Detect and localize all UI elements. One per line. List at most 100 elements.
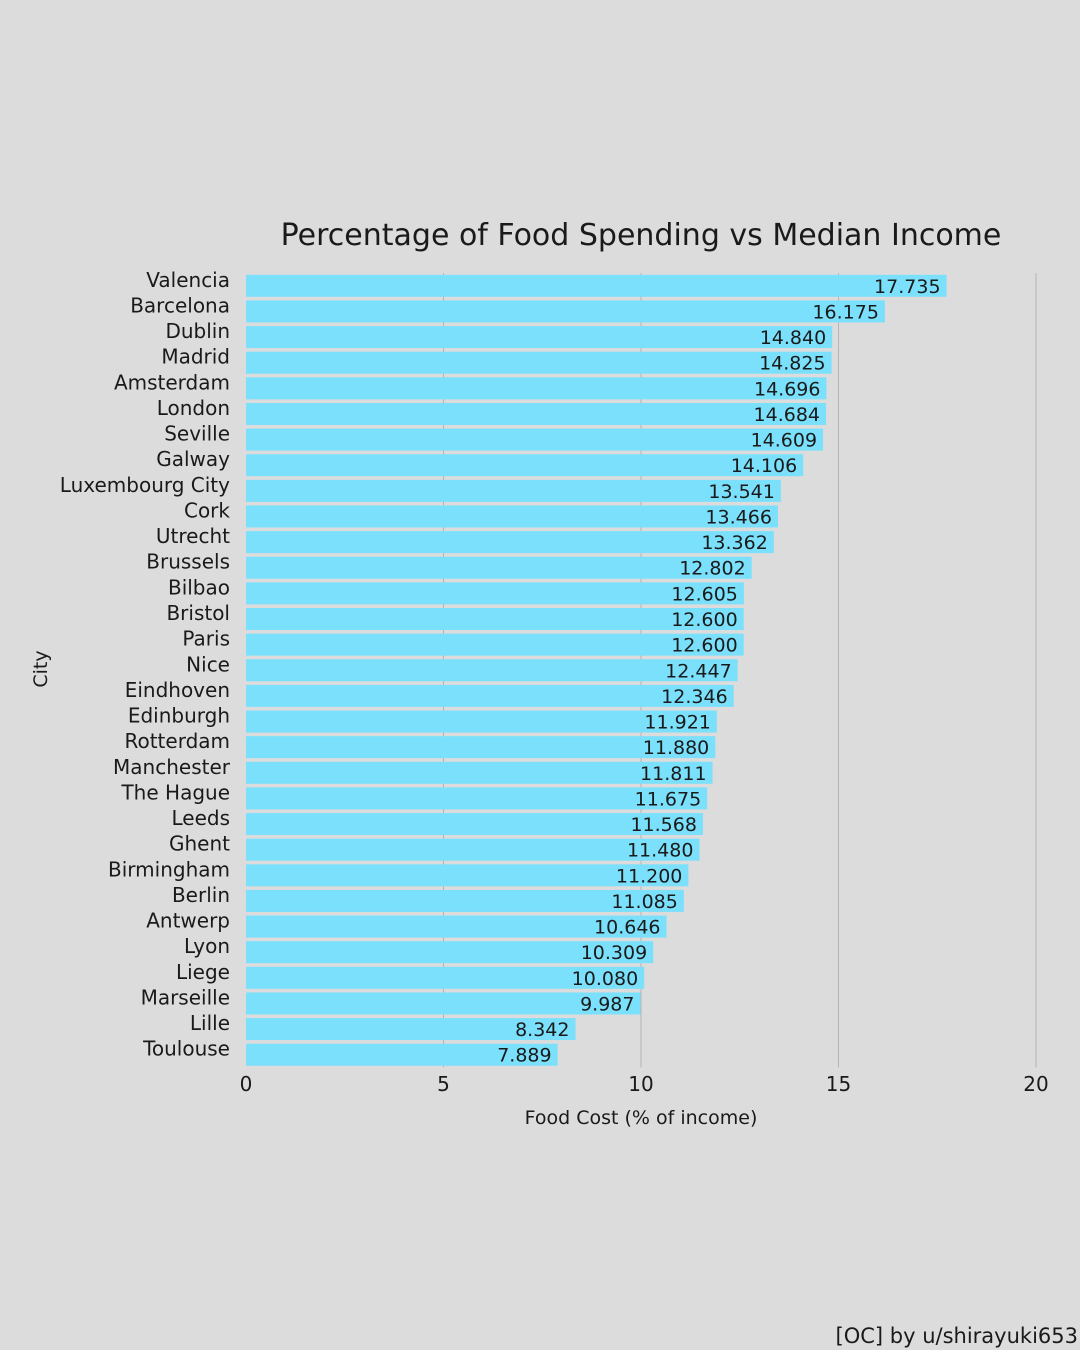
bar <box>246 761 713 784</box>
bar <box>246 479 781 502</box>
bar <box>246 582 744 605</box>
bar-value-label: 14.106 <box>731 455 797 477</box>
bar <box>246 915 667 938</box>
category-label: Lyon <box>184 934 230 958</box>
x-axis-label: Food Cost (% of income) <box>525 1107 758 1129</box>
category-label: The Hague <box>120 780 230 804</box>
category-label: Bristol <box>166 601 230 625</box>
bar-value-label: 11.811 <box>640 763 706 785</box>
category-label: Bilbao <box>168 575 230 599</box>
bar-value-label: 14.825 <box>759 353 825 375</box>
category-label: Paris <box>182 627 230 651</box>
bar-value-label: 11.921 <box>644 712 710 734</box>
category-label: Madrid <box>161 345 230 369</box>
category-label: Leeds <box>171 806 230 830</box>
category-label: Birmingham <box>108 857 230 881</box>
bar <box>246 813 703 836</box>
bar-value-label: 11.568 <box>630 814 696 836</box>
category-label: Antwerp <box>146 909 230 933</box>
bar-value-label: 11.480 <box>627 840 693 862</box>
category-label: Liege <box>176 960 230 984</box>
category-label: Utrecht <box>156 524 230 548</box>
bar <box>246 428 824 451</box>
chart-title: Percentage of Food Spending vs Median In… <box>281 218 1002 253</box>
bar-value-label: 10.309 <box>581 942 647 964</box>
bar-value-label: 12.346 <box>661 686 727 708</box>
bar-value-label: 11.085 <box>611 891 677 913</box>
bar-chart: Percentage of Food Spending vs Median In… <box>30 218 1049 1129</box>
category-label: Dublin <box>165 319 230 343</box>
bar-value-label: 7.889 <box>497 1045 551 1067</box>
bar <box>246 1043 558 1066</box>
category-label: Valencia <box>146 268 230 292</box>
category-label: Cork <box>184 498 230 522</box>
x-tick-label: 20 <box>1023 1072 1048 1096</box>
bar <box>246 556 752 579</box>
bar <box>246 633 744 656</box>
category-label: Barcelona <box>130 293 230 317</box>
bar <box>246 454 804 477</box>
bar <box>246 659 738 682</box>
x-tick-label: 5 <box>437 1072 450 1096</box>
bar <box>246 838 700 861</box>
bar <box>246 505 778 528</box>
bar-value-label: 16.175 <box>812 301 878 323</box>
category-label: Nice <box>186 652 230 676</box>
bar-value-label: 12.600 <box>671 609 737 631</box>
y-axis-label: City <box>30 650 52 687</box>
bar <box>246 710 717 733</box>
bar <box>246 992 641 1015</box>
bar <box>246 684 734 707</box>
category-labels: ValenciaBarcelonaDublinMadridAmsterdamLo… <box>60 268 231 1061</box>
bar-value-label: 14.684 <box>754 404 820 426</box>
bar <box>246 300 885 323</box>
bar <box>246 608 744 631</box>
bar-value-label: 10.646 <box>594 917 660 939</box>
category-label: Toulouse <box>142 1037 230 1061</box>
bar-value-label: 8.342 <box>515 1019 569 1041</box>
category-label: Luxembourg City <box>60 473 230 497</box>
bar-value-label: 12.600 <box>671 635 737 657</box>
category-label: Rotterdam <box>124 729 230 753</box>
bar <box>246 326 833 349</box>
bar <box>246 351 832 374</box>
category-label: Seville <box>164 422 230 446</box>
category-label: Ghent <box>169 832 230 856</box>
x-tick-label: 10 <box>628 1072 653 1096</box>
category-label: Manchester <box>113 755 231 779</box>
bar <box>246 864 689 887</box>
category-label: Brussels <box>146 550 230 574</box>
bars: 17.735 16.175 14.840 14.825 14.696 14.684 14.6… <box>246 274 947 1067</box>
bar <box>246 1018 576 1041</box>
bar-value-label: 17.735 <box>874 276 940 298</box>
category-label: Berlin <box>172 883 230 907</box>
bar <box>246 402 827 425</box>
category-label: Amsterdam <box>114 370 230 394</box>
bar <box>246 377 827 400</box>
bar <box>246 941 654 964</box>
bar <box>246 889 684 912</box>
bar-value-label: 14.609 <box>751 430 817 452</box>
category-label: Lille <box>190 1011 230 1035</box>
bar-value-label: 13.541 <box>708 481 774 503</box>
bar-value-label: 9.987 <box>580 993 634 1015</box>
bar <box>246 274 947 297</box>
bar <box>246 966 645 989</box>
x-tick-label: 15 <box>826 1072 851 1096</box>
category-label: London <box>157 396 230 420</box>
bar-value-label: 12.447 <box>665 660 731 682</box>
bar-value-label: 14.840 <box>760 327 826 349</box>
bar-value-label: 11.675 <box>635 788 701 810</box>
credit-text: [OC] by u/shirayuki653 <box>835 1324 1078 1348</box>
bar <box>246 531 774 554</box>
bar-value-label: 10.080 <box>572 968 638 990</box>
bar-value-label: 11.200 <box>616 865 682 887</box>
bar-value-label: 12.605 <box>671 583 737 605</box>
category-label: Marseille <box>141 985 230 1009</box>
x-tick-label: 0 <box>240 1072 253 1096</box>
bar-value-label: 14.696 <box>754 378 820 400</box>
category-label: Eindhoven <box>125 678 230 702</box>
x-axis-ticks: 0 5 10 15 20 <box>240 1072 1049 1096</box>
bar <box>246 736 716 759</box>
bar-value-label: 11.880 <box>643 737 709 759</box>
